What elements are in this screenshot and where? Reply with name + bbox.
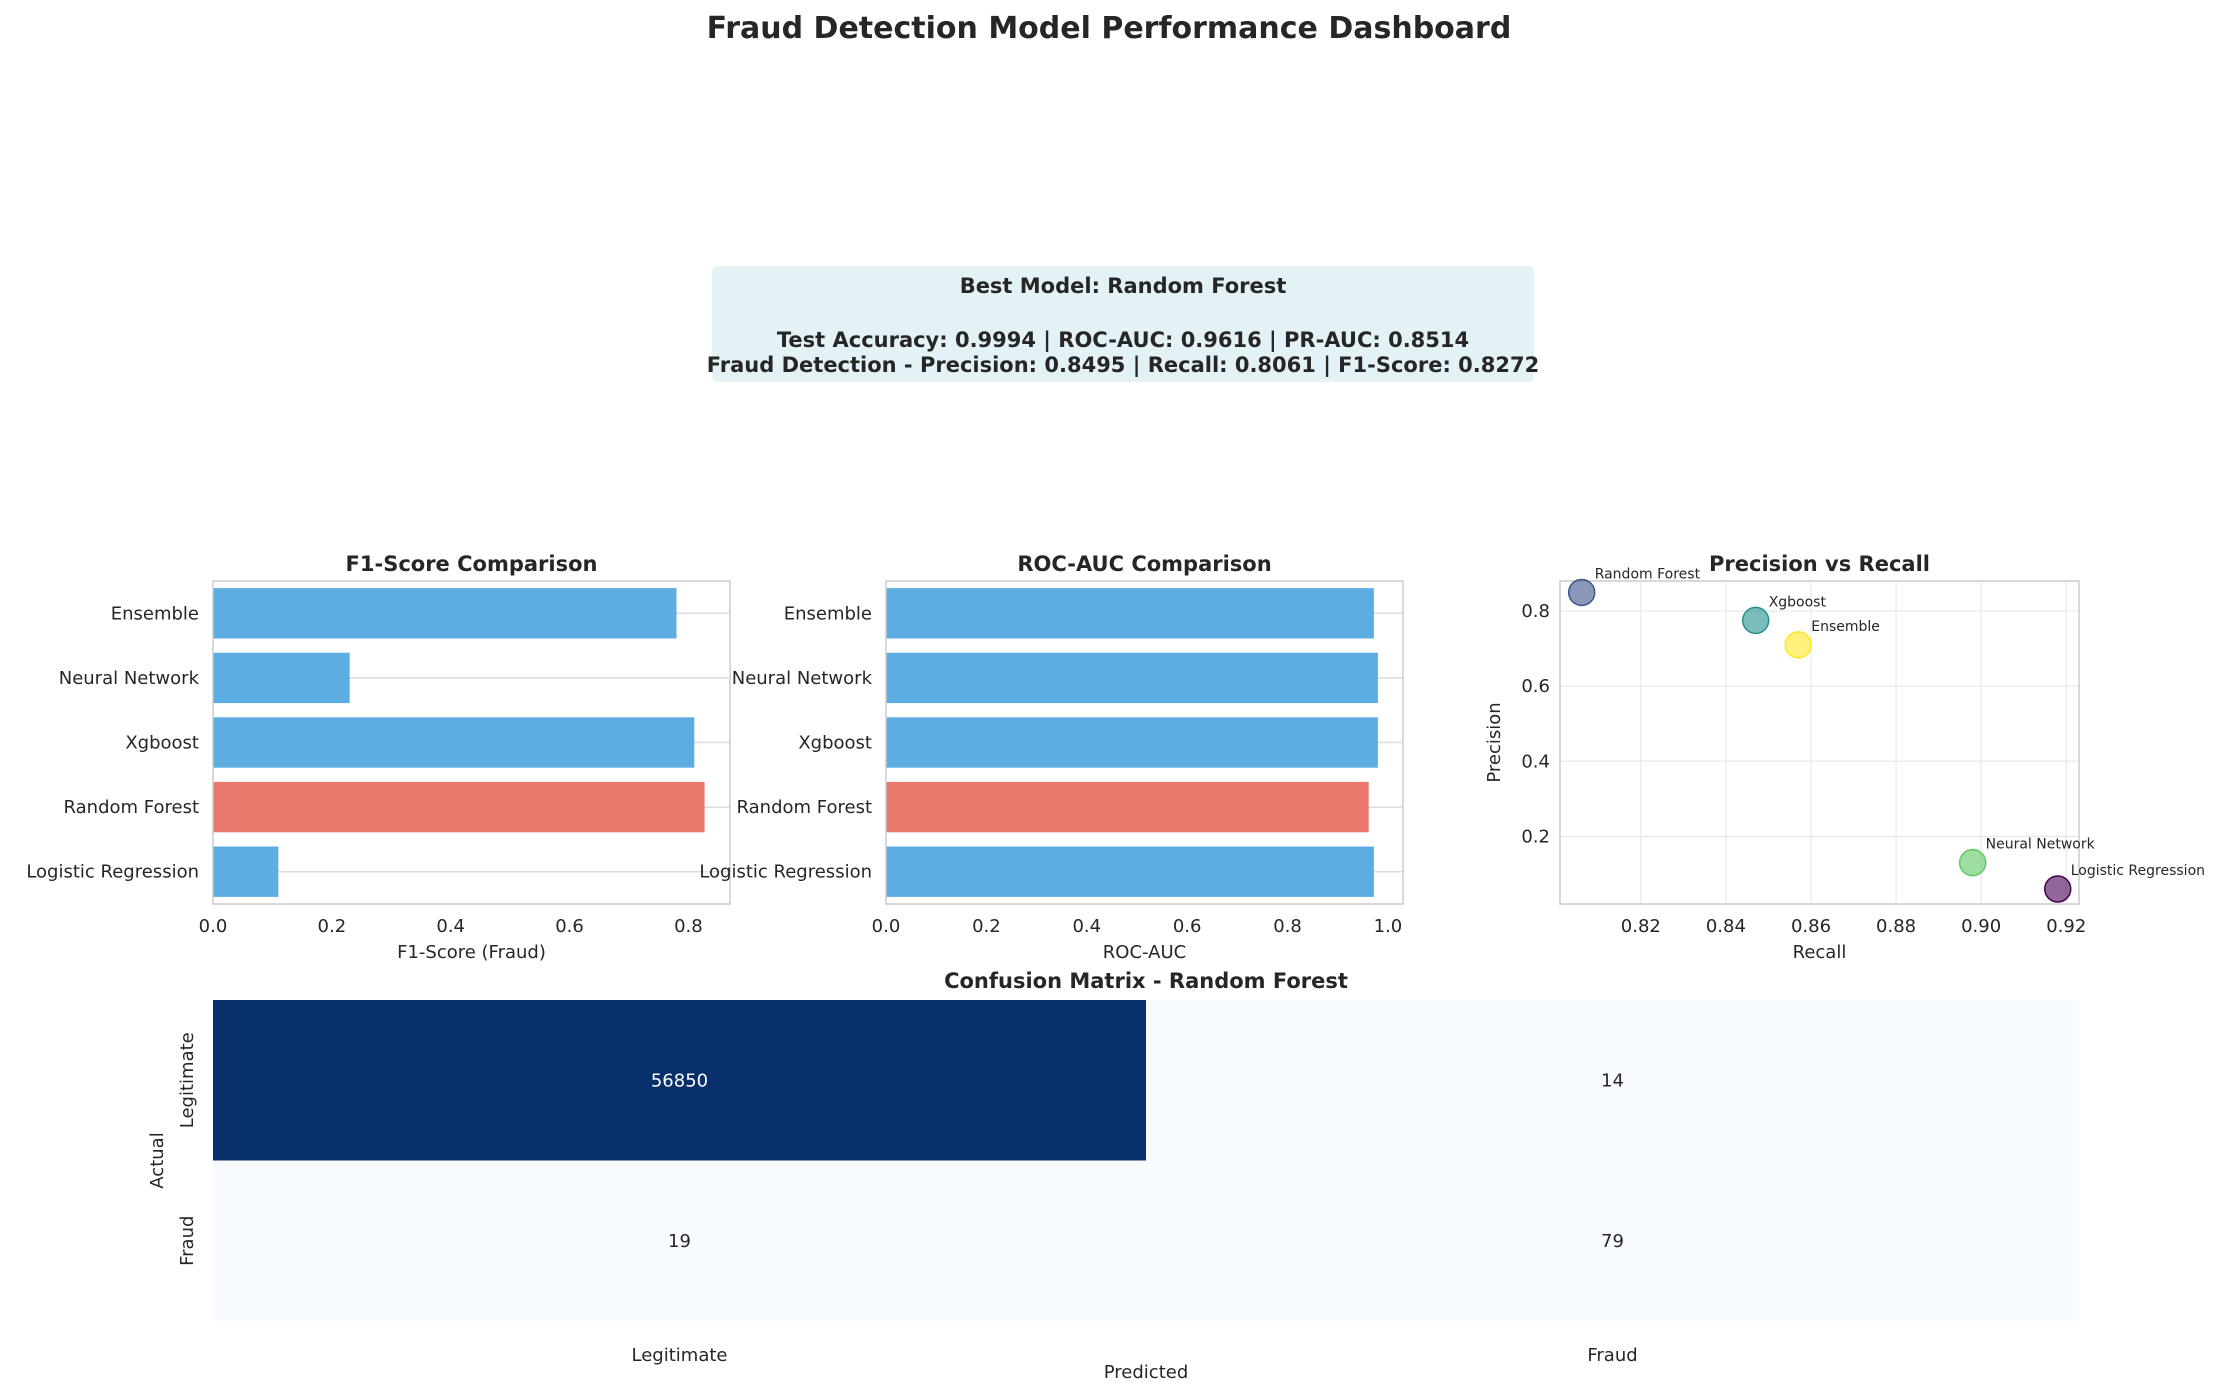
point-label: Ensemble bbox=[1811, 619, 1880, 635]
scatter-point bbox=[1784, 631, 1812, 659]
x-tick-label: 0.8 bbox=[1273, 916, 1302, 937]
bar bbox=[886, 588, 1374, 639]
category-label: Xgboost bbox=[798, 733, 872, 754]
scatter-point bbox=[1958, 848, 1987, 877]
x-axis-label: Predicted bbox=[1104, 1362, 1189, 1383]
summary-box bbox=[712, 266, 1534, 382]
category-label: Neural Network bbox=[59, 668, 200, 689]
bar bbox=[213, 652, 350, 704]
y-tick-label: 0.2 bbox=[1521, 826, 1550, 847]
cell-value: 19 bbox=[668, 1231, 691, 1252]
y-tick-label: 0.8 bbox=[1521, 601, 1550, 622]
point-label: Logistic Regression bbox=[2071, 863, 2205, 879]
category-label: Ensemble bbox=[784, 603, 872, 624]
point-label: Xgboost bbox=[1769, 594, 1827, 610]
y-axis-label: Actual bbox=[147, 1132, 168, 1188]
scatter-point bbox=[1741, 606, 1770, 635]
chart-title: Confusion Matrix - Random Forest bbox=[944, 969, 1348, 993]
x-tick-label: 0.0 bbox=[199, 916, 228, 937]
y-tick-label: 0.6 bbox=[1521, 676, 1550, 697]
x-tick-label: 0.4 bbox=[1072, 916, 1101, 937]
point-label: Neural Network bbox=[1986, 837, 2096, 853]
confusion-matrix-chart: 56850 14 19 79 Legitimate Fraud Legitimate Frau… bbox=[147, 969, 2079, 1383]
bar bbox=[213, 717, 695, 768]
category-label: Random Forest bbox=[737, 797, 872, 818]
summary-fraud-metrics: Fraud Detection - Precision: 0.8495 | Re… bbox=[707, 353, 1539, 378]
x-axis-label: Recall bbox=[1793, 942, 1847, 963]
plot-frame bbox=[212, 580, 731, 905]
bar bbox=[213, 781, 705, 833]
cell-value: 79 bbox=[1601, 1231, 1624, 1252]
x-tick-label: 0.90 bbox=[1961, 916, 2001, 937]
bar bbox=[213, 846, 279, 897]
x-tick-label: 0.86 bbox=[1791, 916, 1831, 937]
x-tick-label: 0.92 bbox=[2046, 916, 2086, 937]
chart-title: F1-Score Comparison bbox=[346, 552, 598, 576]
bar bbox=[886, 717, 1378, 768]
column-label: Fraud bbox=[1587, 1345, 1637, 1366]
y-axis-label: Precision bbox=[1484, 702, 1505, 782]
bar bbox=[886, 652, 1378, 704]
summary-best-model: Best Model: Random Forest bbox=[960, 274, 1287, 298]
category-label: Neural Network bbox=[732, 668, 873, 689]
category-label: Xgboost bbox=[125, 733, 199, 754]
category-label: Ensemble bbox=[111, 603, 199, 624]
summary-panel: Best Model: Random Forest Test Accuracy:… bbox=[707, 266, 1539, 382]
row-label: Legitimate bbox=[177, 1032, 198, 1128]
scatter-point bbox=[2043, 875, 2072, 903]
x-tick-label: 0.6 bbox=[555, 916, 584, 937]
figure-title: Fraud Detection Model Performance Dashbo… bbox=[707, 11, 1512, 46]
column-label: Legitimate bbox=[632, 1345, 728, 1366]
category-label: Logistic Regression bbox=[699, 862, 872, 883]
row-label: Fraud bbox=[177, 1216, 198, 1266]
chart-title: ROC-AUC Comparison bbox=[1017, 552, 1271, 576]
plot-frame bbox=[885, 580, 1404, 905]
heatmap-cell bbox=[1146, 1160, 2079, 1321]
x-tick-label: 0.84 bbox=[1706, 916, 1746, 937]
chart-title: Precision vs Recall bbox=[1709, 552, 1930, 576]
f1-score-chart: Logistic Regression Random Forest Xgboost N… bbox=[26, 552, 731, 963]
x-tick-label: 0.8 bbox=[674, 916, 703, 937]
x-tick-label: 0.6 bbox=[1173, 916, 1202, 937]
bar bbox=[886, 781, 1369, 833]
plot-frame bbox=[1559, 580, 2080, 905]
heatmap-cell bbox=[213, 1160, 1146, 1321]
x-tick-label: 0.88 bbox=[1876, 916, 1916, 937]
summary-metrics: Test Accuracy: 0.9994 | ROC-AUC: 0.9616 … bbox=[777, 328, 1469, 353]
y-tick-label: 0.4 bbox=[1521, 751, 1550, 772]
x-tick-label: 1.0 bbox=[1374, 916, 1403, 937]
x-tick-label: 0.2 bbox=[972, 916, 1001, 937]
scatter-point bbox=[1567, 578, 1596, 607]
x-axis-label: ROC-AUC bbox=[1103, 942, 1186, 963]
precision-recall-chart: Logistic Regression Random Forest Xgboost N… bbox=[1484, 552, 2205, 963]
cell-value: 56850 bbox=[651, 1070, 708, 1091]
x-axis-label: F1-Score (Fraud) bbox=[397, 942, 546, 963]
x-tick-label: 0.2 bbox=[318, 916, 347, 937]
bar bbox=[213, 588, 677, 639]
x-tick-label: 0.0 bbox=[872, 916, 901, 937]
heatmap-cell bbox=[213, 1000, 1146, 1161]
roc-auc-chart: Logistic Regression Random Forest Xgboost N… bbox=[699, 552, 1404, 963]
bar bbox=[886, 846, 1374, 897]
category-label: Logistic Regression bbox=[26, 862, 199, 883]
heatmap-cell bbox=[1146, 1000, 2079, 1161]
x-tick-label: 0.4 bbox=[436, 916, 465, 937]
point-label: Random Forest bbox=[1595, 566, 1701, 582]
cell-value: 14 bbox=[1601, 1070, 1624, 1091]
x-tick-label: 0.82 bbox=[1621, 916, 1661, 937]
category-label: Random Forest bbox=[64, 797, 199, 818]
